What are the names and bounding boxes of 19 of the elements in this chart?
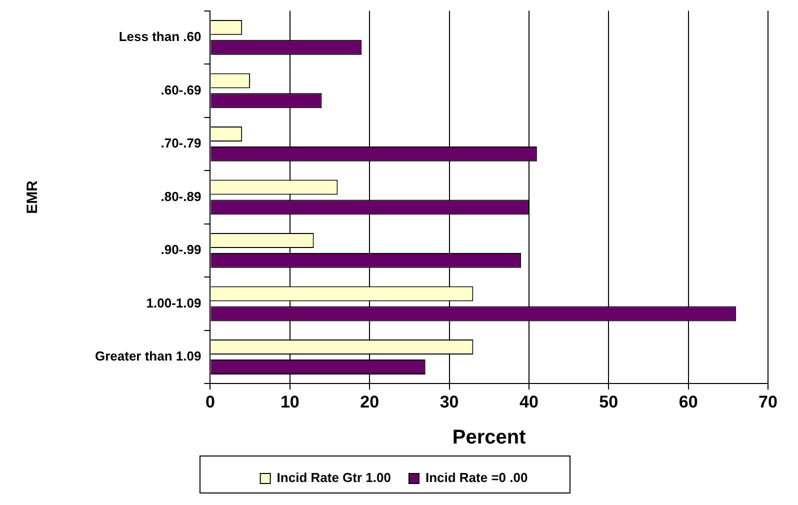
x-tick-label: 0 [205,392,215,412]
x-tick-label: 40 [519,392,538,412]
y-tick-label: .90-.99 [160,242,202,258]
x-axis-title: Percent [452,426,526,449]
x-tick-label: 10 [280,392,300,412]
y-axis-title: EMR [24,180,42,214]
y-tick-label: 1.00-1.09 [146,295,202,310]
x-tick-label: 30 [440,392,459,412]
y-tick-label: .70-.79 [160,136,202,151]
y-tick-label: Greater than 1.09 [94,348,202,364]
y-tick-label: Less than .60 [118,29,202,44]
legend-label: Incid Rate =0 .00 [425,470,528,486]
x-tick-label: 50 [599,392,618,412]
x-tick-label: 20 [360,392,380,412]
x-tick-label: 60 [678,392,698,412]
y-tick-label: .80-.89 [160,188,202,204]
legend-label: Incid Rate Gtr 1.00 [276,470,391,486]
y-tick-label: .60-.69 [160,82,202,98]
x-tick-label: 70 [758,392,778,412]
